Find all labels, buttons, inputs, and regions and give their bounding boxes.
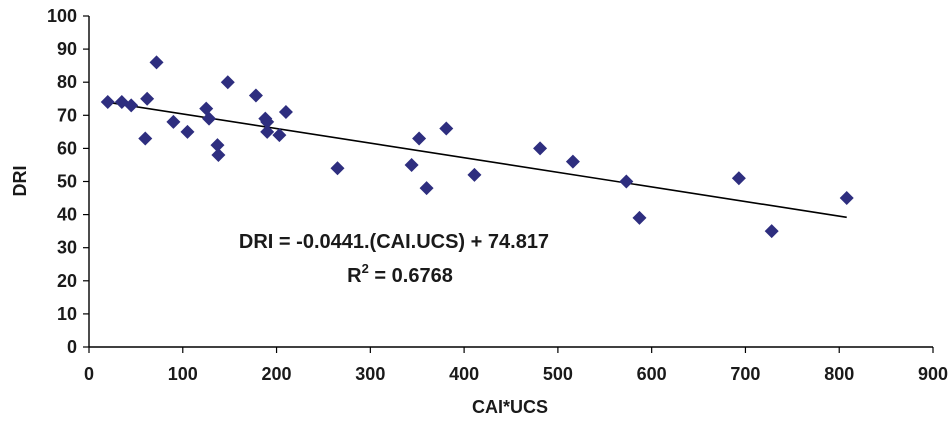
y-tick-label: 80	[57, 72, 77, 92]
x-tick-label: 500	[543, 364, 573, 384]
data-point	[731, 171, 746, 186]
r-squared-prefix: R	[347, 265, 362, 287]
r-squared-label: R2 = 0.6768	[347, 261, 453, 287]
data-point	[272, 128, 287, 143]
trendline-layer	[107, 101, 847, 219]
y-tick-label: 50	[57, 172, 77, 192]
data-point	[211, 148, 226, 163]
y-tick-label: 30	[57, 238, 77, 258]
data-point	[210, 138, 225, 153]
data-point	[533, 141, 548, 156]
x-tick-label: 300	[355, 364, 385, 384]
y-tick-label: 0	[67, 337, 77, 357]
data-point	[220, 75, 235, 90]
y-tick-label: 70	[57, 105, 77, 125]
x-tick-label: 800	[824, 364, 854, 384]
data-point	[632, 210, 647, 225]
x-tick-label: 200	[262, 364, 292, 384]
data-point	[260, 124, 275, 139]
data-point	[166, 114, 181, 129]
data-point	[412, 131, 427, 146]
data-point	[180, 124, 195, 139]
y-tick-label: 10	[57, 304, 77, 324]
axes	[88, 16, 933, 348]
data-point	[764, 224, 779, 239]
data-point	[202, 111, 217, 126]
x-axis-ticks: 0 100 200 300 400 500 600 700 800 900	[84, 347, 948, 384]
x-tick-label: 900	[918, 364, 948, 384]
r-squared-exponent: 2	[362, 261, 369, 276]
data-point	[439, 121, 454, 136]
data-point	[260, 114, 275, 129]
trendline	[107, 101, 847, 219]
data-point	[149, 55, 164, 70]
y-tick-label: 20	[57, 271, 77, 291]
data-point	[419, 181, 434, 196]
x-tick-label: 600	[637, 364, 667, 384]
regression-equation: DRI = -0.0441.(CAI.UCS) + 74.817	[239, 231, 549, 253]
data-point	[404, 157, 419, 172]
data-point	[100, 95, 115, 110]
x-tick-label: 700	[730, 364, 760, 384]
r-squared-value: = 0.6768	[369, 265, 453, 287]
x-tick-label: 400	[449, 364, 479, 384]
data-point	[199, 101, 214, 116]
y-tick-label: 40	[57, 205, 77, 225]
y-tick-label: 100	[47, 6, 77, 26]
y-tick-label: 90	[57, 39, 77, 59]
data-point	[467, 167, 482, 182]
y-axis-title: DRI	[10, 166, 30, 197]
x-axis-title: CAI*UCS	[472, 397, 548, 417]
y-axis-ticks: 0 10 20 30 40 50 60 70 80 90 100	[47, 6, 89, 357]
data-point	[138, 131, 153, 146]
data-point	[839, 191, 854, 206]
data-point	[140, 91, 155, 106]
data-point	[619, 174, 634, 189]
x-tick-label: 0	[84, 364, 94, 384]
data-points	[100, 55, 854, 239]
data-point	[124, 98, 139, 113]
data-point	[330, 161, 345, 176]
x-tick-label: 100	[168, 364, 198, 384]
y-tick-label: 60	[57, 138, 77, 158]
data-point	[565, 154, 580, 169]
data-point	[278, 104, 293, 119]
data-point	[248, 88, 263, 103]
